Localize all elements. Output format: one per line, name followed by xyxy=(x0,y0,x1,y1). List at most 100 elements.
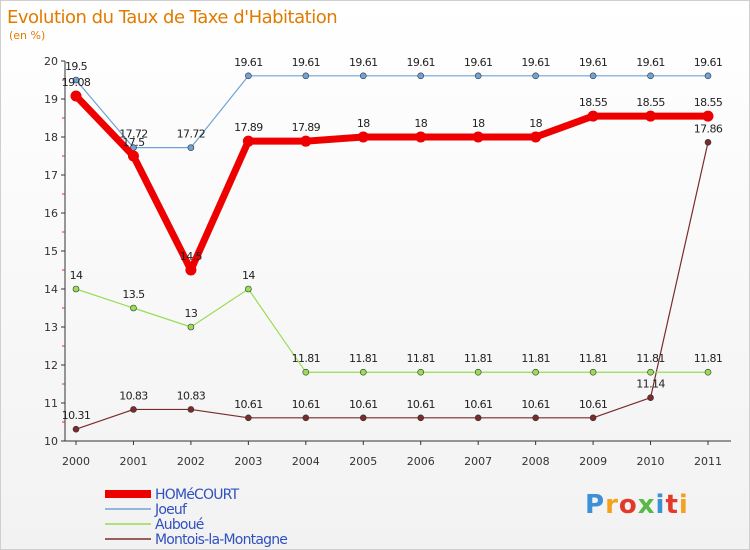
data-point xyxy=(589,72,597,80)
data-point xyxy=(187,144,195,151)
data-point xyxy=(245,414,252,422)
data-label: 11.81 xyxy=(349,352,378,365)
chart-title: Evolution du Taux de Taxe d'Habitation xyxy=(7,7,338,28)
data-label: 10.61 xyxy=(292,398,321,411)
x-tick-label: 2006 xyxy=(407,455,435,468)
data-point xyxy=(647,368,654,376)
data-point xyxy=(245,285,252,293)
data-point xyxy=(530,131,542,143)
logo-letter: o xyxy=(618,490,638,520)
data-point xyxy=(645,110,657,122)
data-point xyxy=(130,304,137,312)
data-point xyxy=(474,414,482,422)
data-point xyxy=(359,368,367,376)
data-label: 19.61 xyxy=(234,56,263,69)
data-point xyxy=(472,131,484,143)
data-label: 19.61 xyxy=(349,56,378,69)
data-label: 18.55 xyxy=(694,96,723,109)
data-label: 14.5 xyxy=(180,250,203,263)
y-tick-label: 12 xyxy=(44,359,58,372)
data-label: 19.61 xyxy=(406,56,435,69)
logo-letter: t xyxy=(665,490,679,520)
data-point xyxy=(72,285,80,293)
data-point xyxy=(302,368,310,376)
data-point xyxy=(704,72,712,80)
x-tick-label: 2010 xyxy=(637,455,665,468)
data-label: 19.61 xyxy=(464,56,493,69)
data-point xyxy=(357,131,369,143)
data-label: 17.89 xyxy=(234,121,263,134)
data-label: 10.31 xyxy=(62,409,91,422)
data-point xyxy=(185,264,197,276)
logo-letter: i xyxy=(655,490,666,520)
data-label: 13 xyxy=(185,307,198,320)
data-point xyxy=(302,414,310,422)
y-tick-label: 20 xyxy=(44,55,58,68)
series-line-0 xyxy=(72,92,712,274)
data-point xyxy=(417,414,425,422)
legend-entry: HOMéCOURT xyxy=(155,487,240,503)
data-label: 10.83 xyxy=(119,389,148,402)
x-tick-label: 2002 xyxy=(177,455,205,468)
data-label: 18 xyxy=(357,117,370,130)
data-point xyxy=(589,368,597,376)
data-point xyxy=(415,131,427,143)
series-line-1 xyxy=(75,75,709,149)
data-label: 19.5 xyxy=(65,60,88,73)
legend-entry: Joeuf xyxy=(154,502,188,518)
data-label: 11.81 xyxy=(406,352,435,365)
data-label: 17.86 xyxy=(694,122,723,135)
data-label: 18 xyxy=(472,117,485,130)
data-label: 11.81 xyxy=(464,352,493,365)
x-tick-label: 2003 xyxy=(234,455,262,468)
logo-letter: r xyxy=(605,490,619,520)
data-label: 19.08 xyxy=(62,76,91,89)
data-label: 14 xyxy=(70,269,83,282)
data-point xyxy=(417,368,425,376)
data-point xyxy=(242,135,254,147)
data-point xyxy=(72,425,80,433)
data-label: 10.61 xyxy=(234,398,263,411)
y-tick-label: 13 xyxy=(44,321,58,334)
x-tick-label: 2004 xyxy=(292,455,320,468)
y-tick-label: 10 xyxy=(44,435,58,448)
data-label: 11.14 xyxy=(636,378,665,391)
data-label: 17.72 xyxy=(119,128,148,141)
y-tick-label: 19 xyxy=(44,93,58,106)
data-point xyxy=(300,135,312,147)
proxiti-logo: Proxiti xyxy=(585,490,689,520)
y-tick-label: 18 xyxy=(44,131,58,144)
data-label: 17.72 xyxy=(177,128,206,141)
data-label: 10.61 xyxy=(579,398,608,411)
x-tick-label: 2000 xyxy=(62,455,90,468)
logo-letter: P xyxy=(585,490,606,520)
data-label: 19.61 xyxy=(292,56,321,69)
data-label: 10.61 xyxy=(521,398,550,411)
data-label: 10.83 xyxy=(177,389,206,402)
x-tick-label: 2008 xyxy=(522,455,550,468)
y-tick-label: 17 xyxy=(44,169,58,182)
data-point xyxy=(532,72,539,80)
data-point xyxy=(127,150,139,162)
data-point xyxy=(187,323,195,331)
y-tick-label: 16 xyxy=(44,207,58,220)
x-tick-label: 2009 xyxy=(579,455,607,468)
data-point xyxy=(532,414,539,422)
series-line-3 xyxy=(75,141,709,430)
legend-entry: Montois-la-Montagne xyxy=(155,532,287,548)
data-label: 10.61 xyxy=(406,398,435,411)
data-label: 14 xyxy=(242,269,255,282)
data-label: 17.5 xyxy=(122,136,145,149)
data-label: 10.61 xyxy=(464,398,493,411)
data-point xyxy=(589,414,597,422)
data-label: 11.81 xyxy=(292,352,321,365)
data-label: 18.55 xyxy=(579,96,608,109)
data-point xyxy=(474,368,482,376)
data-point xyxy=(359,72,367,80)
logo-letter: i xyxy=(678,490,689,520)
data-label: 19.61 xyxy=(694,56,723,69)
data-label: 19.61 xyxy=(579,56,608,69)
x-tick-label: 2007 xyxy=(464,455,492,468)
data-point xyxy=(417,72,425,80)
